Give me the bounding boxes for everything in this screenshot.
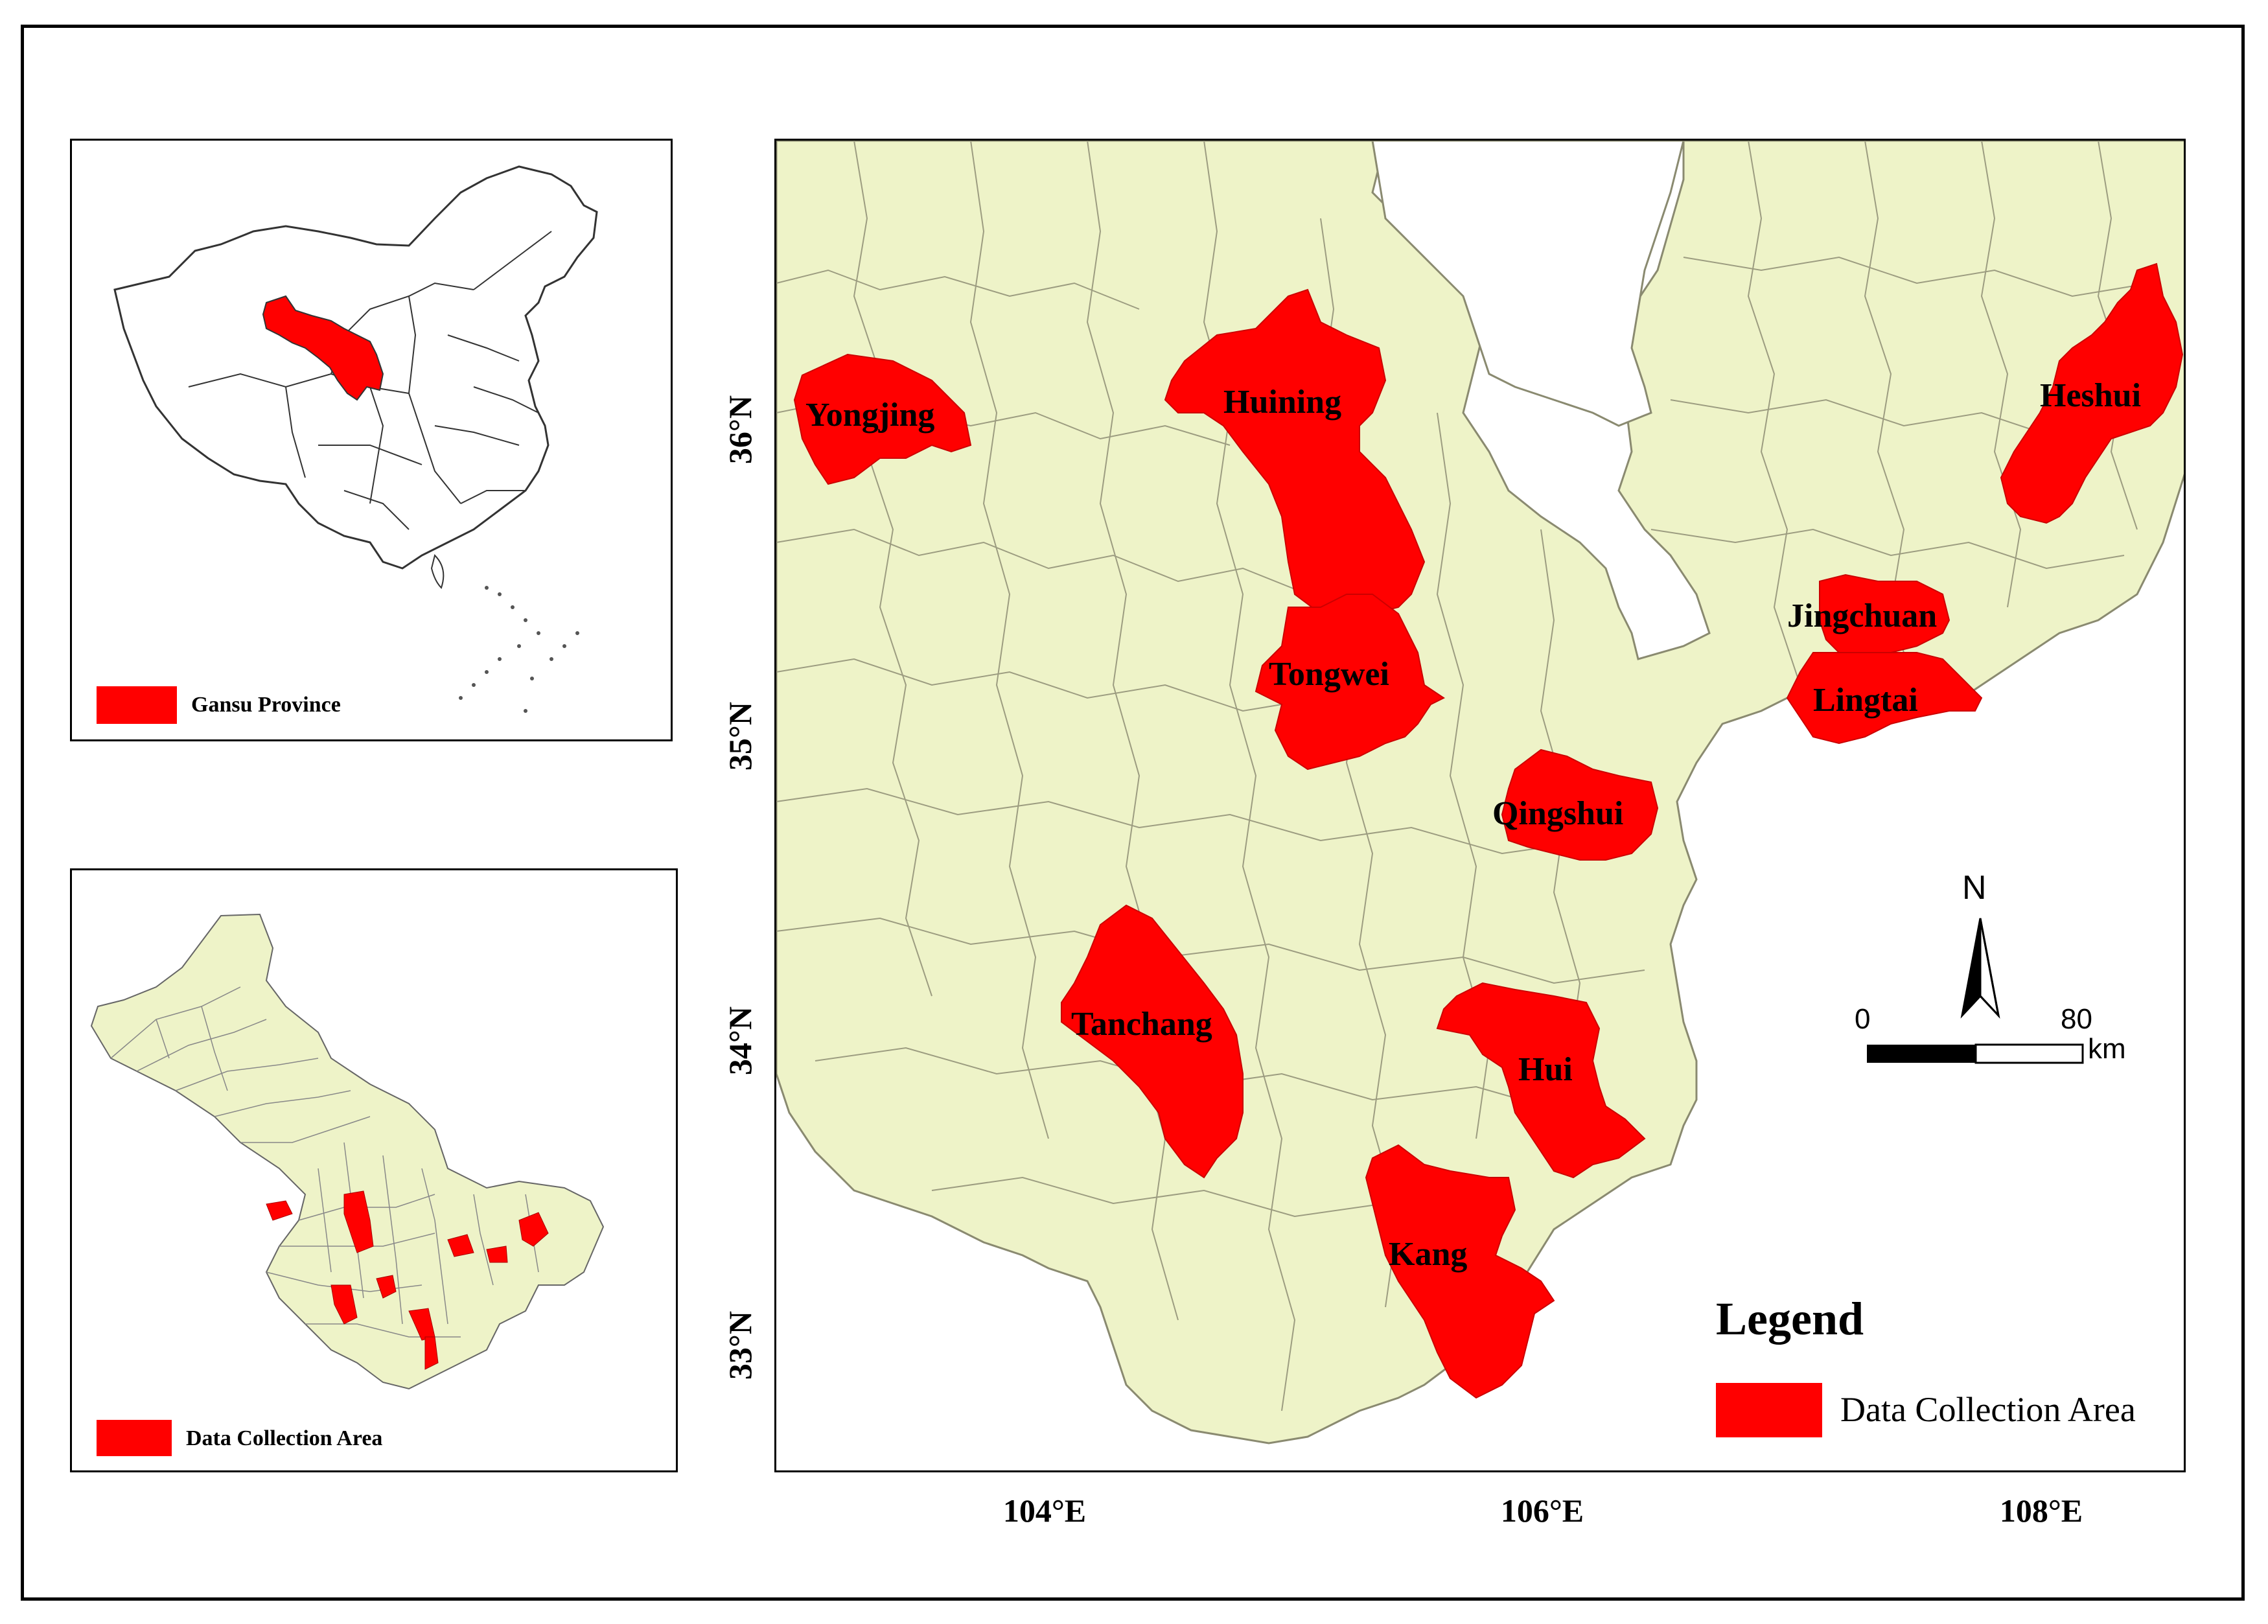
china-inset-map: Gansu Province [70,139,673,741]
inset-legend-label: Gansu Province [191,693,341,717]
scale-end-label: 80 [2061,1003,2092,1035]
gansu-province-highlight [262,295,384,401]
lat-label-35: 35°N [722,701,758,771]
county-label-jingchuan: Jingchuan [1787,597,1937,634]
study-region-base [776,141,2184,1444]
county-label-tongwei: Tongwei [1269,656,1389,693]
county-heshui-area [2000,262,2184,524]
inset-gansu-legend-swatch [97,1420,172,1456]
outside-region-gap [1371,141,1685,427]
county-label-heshui: Heshui [2040,377,2141,414]
county-label-qingshui: Qingshui [1492,795,1623,832]
inset-gansu-legend-label: Data Collection Area [186,1426,383,1450]
scale-start-label: 0 [1855,1003,1871,1035]
county-label-tanchang: Tanchang [1071,1006,1212,1043]
inset-legend-swatch [97,686,177,724]
south-china-sea-islands [459,586,579,713]
scale-unit-label: km [2088,1033,2126,1065]
county-huining-area [1164,288,1426,615]
main-map-svg: Yongjing Huining Tongwei Qingshui Tancha… [776,141,2184,1444]
data-collection-counties [793,262,2184,1399]
county-label-lingtai: Lingtai [1813,682,1918,719]
county-hui-area [1436,982,1646,1179]
county-label-kang: Kang [1389,1236,1467,1273]
legend-title: Legend [1716,1293,1864,1345]
legend-item-label: Data Collection Area [1840,1390,2136,1429]
county-qingshui-area [1501,748,1659,861]
lat-label-36: 36°N [722,395,758,465]
gansu-inset-map: Data Collection Area [70,868,678,1472]
gansu-county-map [90,913,605,1390]
scale-bar [1867,1043,2084,1064]
china-outline-map [113,165,598,713]
lon-label-104: 104°E [1002,1492,1087,1529]
county-jingchuan-area [1819,574,1950,653]
lat-label-34: 34°N [722,1006,758,1076]
county-kang-area [1365,1144,1555,1399]
gansu-outline [90,913,605,1390]
lon-label-106: 106°E [1500,1492,1584,1529]
county-tongwei-area [1255,594,1445,771]
gansu-highlighted-counties [266,1190,549,1370]
legend-swatch [1716,1383,1822,1437]
hainan-island [430,554,445,589]
county-tanchang-area [1061,904,1244,1179]
north-label: N [1962,869,1987,907]
county-label-huining: Huining [1223,384,1341,421]
county-label-yongjing: Yongjing [805,397,934,434]
county-label-hui: Hui [1518,1051,1573,1088]
north-arrow-icon [1960,918,2000,1019]
lat-label-33: 33°N [722,1310,758,1380]
main-map: Yongjing Huining Tongwei Qingshui Tancha… [774,139,2186,1472]
lon-label-108: 108°E [1999,1492,2083,1529]
outer-frame [21,25,2245,1601]
county-yongjing-area [793,353,972,485]
county-lingtai-area [1786,652,1983,745]
